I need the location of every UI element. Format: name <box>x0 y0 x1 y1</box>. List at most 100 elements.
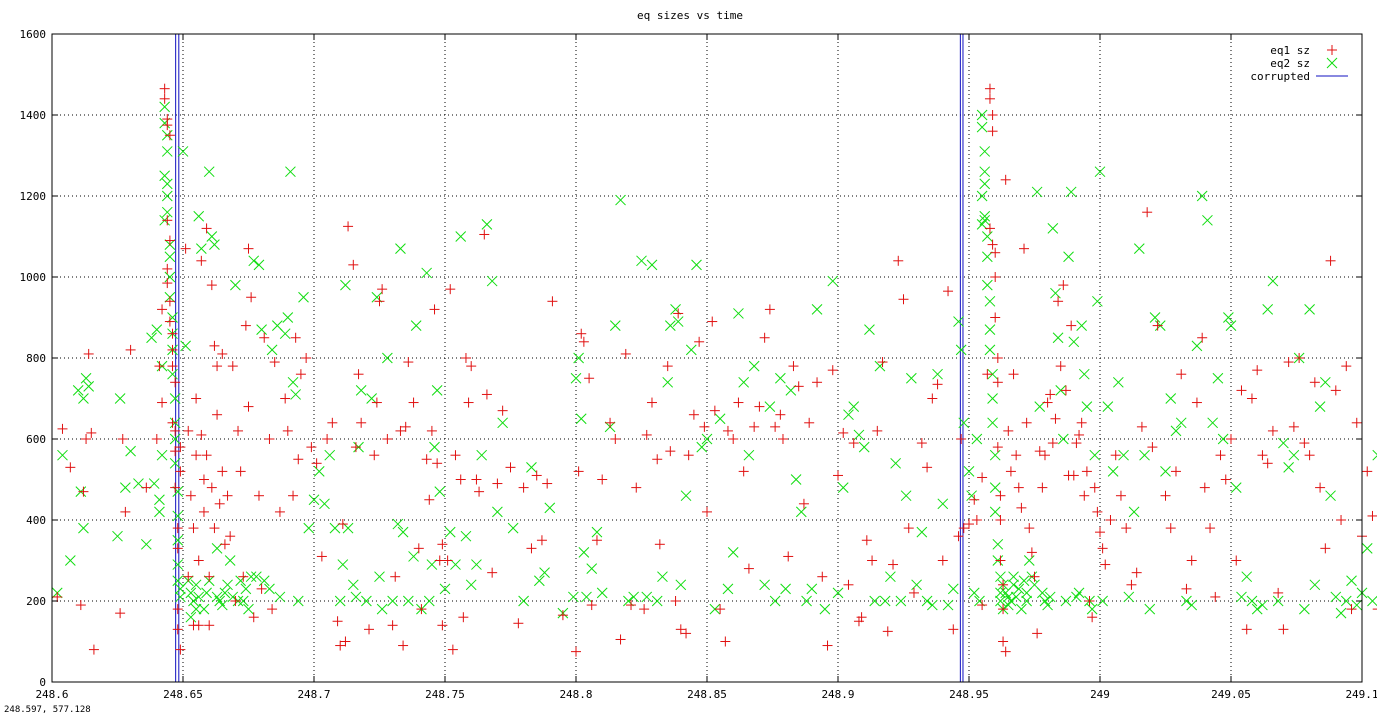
eq1-point <box>492 478 503 489</box>
eq1-point <box>1071 438 1082 449</box>
eq1-point <box>154 361 165 372</box>
eq2-point <box>161 190 173 202</box>
eq1-point <box>180 243 191 254</box>
eq2-point <box>402 595 414 607</box>
eq2-point <box>1073 587 1085 599</box>
eq1-point <box>1236 385 1247 396</box>
eq1-point <box>1160 490 1171 501</box>
eq1-point <box>1066 320 1077 331</box>
eq1-point <box>573 466 584 477</box>
eq2-point <box>198 603 210 615</box>
eq1-point <box>597 474 608 485</box>
eq1-point <box>620 348 631 359</box>
eq2-point <box>167 368 178 380</box>
eq2-point <box>290 389 302 400</box>
eq2-point <box>1094 166 1106 178</box>
eq1-point <box>1320 543 1331 554</box>
eq1-point <box>990 272 1001 282</box>
eq1-point <box>591 535 602 546</box>
eq1-point <box>1060 385 1071 396</box>
eq1-point <box>639 604 650 615</box>
eq2-point <box>680 490 692 502</box>
eq1-point <box>995 515 1006 525</box>
x-tick-label: 249.05 <box>1211 688 1251 701</box>
eq1-point <box>1372 608 1377 610</box>
eq1-point <box>984 223 995 234</box>
eq2-series <box>51 101 1377 623</box>
eq1-point <box>995 490 1006 501</box>
eq2-point <box>989 449 1001 461</box>
x-tick-label: 248.9 <box>821 688 854 701</box>
eq1-point <box>125 344 136 355</box>
legend-marker-eq1 <box>1327 45 1337 55</box>
eq1-point <box>1191 397 1202 408</box>
eq2-point <box>974 595 985 607</box>
eq1-point <box>1034 446 1045 457</box>
eq2-point <box>161 178 173 190</box>
eq2-point <box>827 275 839 287</box>
y-tick-label: 0 <box>39 676 46 689</box>
eq1-point <box>445 284 456 295</box>
eq2-point <box>266 344 278 356</box>
eq2-point <box>1267 275 1279 287</box>
eq1-point <box>52 591 63 602</box>
eq1-point <box>626 600 637 611</box>
eq1-point <box>65 462 76 473</box>
eq2-point <box>685 344 697 356</box>
eq2-point <box>329 522 341 534</box>
eq1-point <box>531 470 542 481</box>
eq2-point <box>785 385 797 396</box>
eq1-point <box>206 482 217 493</box>
eq1-point <box>201 450 212 461</box>
eq2-point <box>227 591 239 603</box>
eq1-point <box>230 596 241 606</box>
eq2-point <box>434 486 446 498</box>
eq2-point <box>64 555 76 566</box>
eq1-point <box>694 336 705 347</box>
eq2-point <box>366 393 377 404</box>
eq2-point <box>1060 595 1072 607</box>
eq1-point <box>1029 571 1040 582</box>
eq2-point <box>921 595 933 607</box>
eq1-point <box>1087 612 1098 623</box>
eq1-point <box>233 425 244 436</box>
eq2-point <box>578 547 590 558</box>
eq2-point <box>942 599 954 611</box>
eq1-point <box>513 618 524 629</box>
eq1-point <box>322 434 333 444</box>
eq2-point <box>1241 571 1253 583</box>
eq2-point <box>1207 417 1219 429</box>
eq1-point <box>450 450 461 461</box>
eq2-point <box>992 538 1004 550</box>
eq1-point <box>246 292 257 303</box>
eq2-point <box>140 538 152 550</box>
eq2-point <box>609 320 621 331</box>
eq1-point <box>172 624 183 635</box>
eq2-point <box>57 449 68 461</box>
eq1-point <box>424 494 435 505</box>
eq1-point <box>662 361 673 372</box>
eq2-point <box>279 328 291 340</box>
eq1-point <box>1050 413 1061 424</box>
eq2-point <box>1047 223 1059 234</box>
eq2-point <box>1325 490 1336 502</box>
eq2-point <box>995 587 1006 599</box>
eq1-point <box>1005 466 1016 477</box>
eq1-point <box>212 361 223 372</box>
eq2-point <box>623 595 634 607</box>
eq2-point <box>672 316 684 327</box>
eq1-point <box>238 571 249 582</box>
eq2-point <box>976 218 988 230</box>
eq2-point <box>83 380 95 392</box>
eq1-point <box>198 506 209 517</box>
eq1-point <box>1199 482 1210 493</box>
eq1-point <box>170 482 181 493</box>
eq1-point <box>1246 393 1257 404</box>
eq1-point <box>1170 466 1181 477</box>
eq1-point <box>838 427 849 438</box>
eq1-point <box>1037 482 1048 493</box>
eq2-point <box>1335 607 1347 619</box>
eq2-point <box>224 555 236 566</box>
eq2-point <box>148 478 160 489</box>
